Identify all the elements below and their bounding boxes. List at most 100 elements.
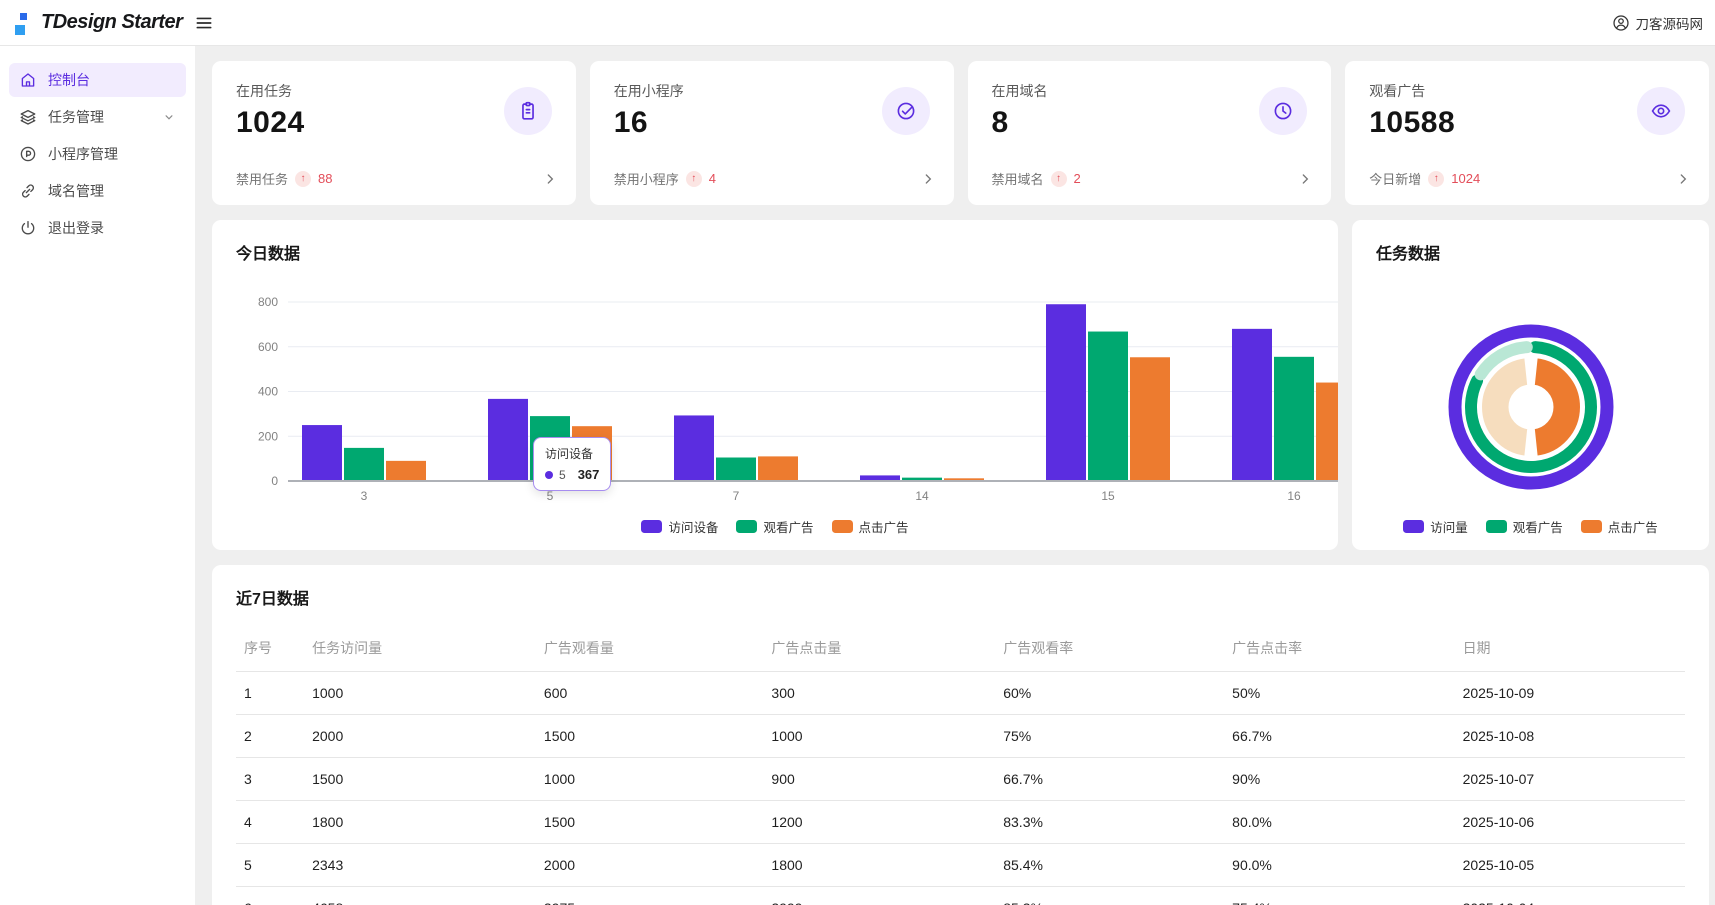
stat-value: 1024: [236, 106, 305, 139]
table-cell: 66.7%: [995, 757, 1225, 801]
data-table: 序号 任务访问量 广告观看量 广告点击量 广告观看率 广告点击率 日期 1 1000 600 30…: [236, 625, 1685, 905]
legend-item-访问量[interactable]: 访问量: [1403, 517, 1468, 536]
donut-ring-访问量[interactable]: [1448, 324, 1613, 490]
stat-footer-label: 禁用小程序: [613, 172, 679, 187]
x-axis-tick: 15: [1101, 489, 1115, 503]
stat-value: 8: [991, 106, 1009, 139]
legend-label: 点击广告: [858, 521, 909, 535]
bar-观看广告-14[interactable]: [902, 477, 942, 481]
stat-label: 在用小程序: [613, 83, 684, 99]
chevron-right-icon[interactable]: [1297, 171, 1313, 187]
sidebar-item-logout[interactable]: 退出登录: [9, 211, 186, 245]
chevron-right-icon[interactable]: [920, 171, 936, 187]
bar-点击广告-7[interactable]: [758, 456, 798, 481]
stat-footer-value: 2: [1073, 171, 1081, 186]
eye-icon: [1637, 87, 1685, 135]
table-title: 近7日数据: [236, 591, 309, 608]
legend-item-观看广告[interactable]: 观看广告: [1485, 517, 1563, 536]
y-axis-tick: 600: [258, 340, 278, 354]
table-cell: 300: [763, 671, 996, 715]
legend-item-点击广告[interactable]: 点击广告: [1580, 517, 1658, 536]
tooltip-value: 367: [577, 467, 600, 482]
logo: TDesign Starter: [0, 8, 183, 38]
table-row: 5 2343 2000 1800 85.4% 90.0% 2025-10-05: [236, 843, 1685, 887]
stat-footer-value: 1024: [1451, 171, 1481, 186]
table-cell: 2999: [763, 886, 996, 905]
table-row: 646583975299985.3%75.4%2025-10-04: [236, 886, 1685, 905]
bar-观看广告-16[interactable]: [1274, 356, 1314, 481]
app-header: TDesign Starter 刀客源码网: [0, 0, 1715, 46]
table-cell: 1000: [763, 714, 996, 758]
legend-label: 访问设备: [668, 521, 719, 535]
donut-ring-点击广告[interactable]: [1531, 355, 1583, 459]
table-cell: 1000: [304, 671, 536, 715]
clipboard-icon: [503, 87, 552, 135]
sidebar-item-miniprogram[interactable]: 小程序管理: [9, 137, 186, 171]
table-cell: 75.4%: [1224, 886, 1455, 905]
legend-item-观看广告[interactable]: 观看广告: [736, 517, 814, 536]
stat-card-active-tasks: 在用任务 1024 禁用任务 ↑ 88: [212, 61, 576, 205]
x-axis-tick: 14: [915, 489, 929, 503]
bar-观看广告-3[interactable]: [344, 447, 384, 481]
chevron-right-icon[interactable]: [542, 171, 558, 187]
user-name: 刀客源码网: [1635, 16, 1704, 32]
bar-点击广告-14[interactable]: [944, 478, 984, 481]
bar-访问设备-16[interactable]: [1232, 328, 1272, 481]
donut-ring-观看广告[interactable]: [1474, 341, 1533, 381]
table-cell: 60%: [995, 671, 1225, 715]
table-cell: 1800: [304, 800, 536, 844]
table-header-row: 序号 任务访问量 广告观看量 广告点击量 广告观看率 广告点击率 日期: [236, 625, 1685, 672]
sidebar-item-domains[interactable]: 域名管理: [9, 174, 186, 208]
tooltip-category: 5: [559, 467, 566, 482]
sidebar-item-console[interactable]: 控制台: [9, 63, 186, 97]
donut-ring-观看广告[interactable]: [1464, 341, 1597, 473]
donut-chart-svg: [1448, 324, 1613, 490]
legend-swatch: [641, 520, 663, 533]
table-cell: 66.7%: [1224, 714, 1455, 758]
trend-up-icon: ↑: [1428, 170, 1445, 187]
user-menu[interactable]: 刀客源码网: [1612, 13, 1715, 33]
legend-label: 观看广告: [1512, 521, 1563, 535]
legend-item-访问设备[interactable]: 访问设备: [641, 517, 718, 536]
main-content: 在用任务 1024 禁用任务 ↑ 88 在用小程序: [195, 46, 1715, 905]
legend-label: 访问量: [1430, 521, 1468, 535]
trend-up-icon: ↑: [685, 170, 702, 187]
bar-访问设备-14[interactable]: [860, 475, 900, 481]
today-data-card: 今日数据 0 200 400 600 800 3 5 7 14 15 16 访问设备 5 367 访…: [212, 220, 1338, 550]
chevron-right-icon[interactable]: [1675, 171, 1691, 187]
table-header-cell: 广告点击率: [1224, 625, 1455, 672]
table-cell: 1500: [304, 757, 536, 801]
bar-点击广告-16[interactable]: [1316, 382, 1338, 481]
table-cell: 1500: [535, 714, 764, 758]
bar-观看广告-7[interactable]: [716, 457, 756, 481]
table-cell: 4658: [304, 886, 536, 905]
sidebar: 控制台 任务管理 小程序管理: [0, 46, 195, 905]
bar-访问设备-3[interactable]: [302, 425, 342, 481]
bar-访问设备-5[interactable]: [488, 398, 528, 481]
table-header-cell: 日期: [1454, 625, 1685, 672]
table-header-cell: 广告观看量: [535, 625, 764, 672]
table-cell: 3975: [535, 886, 764, 905]
donut-ring-点击广告[interactable]: [1478, 355, 1530, 459]
table-cell: 2025-10-08: [1454, 714, 1685, 758]
stat-card-active-miniprograms: 在用小程序 16 禁用小程序 ↑ 4: [589, 61, 954, 205]
table-cell: 2025-10-05: [1454, 843, 1685, 887]
bar-访问设备-15[interactable]: [1046, 304, 1086, 481]
table-row: 3 1500 1000 900 66.7% 90% 2025-10-07: [236, 757, 1685, 801]
bar-点击广告-3[interactable]: [386, 460, 426, 481]
table-cell: 50%: [1224, 671, 1455, 715]
table-cell: 2025-10-04: [1454, 886, 1685, 905]
bar-访问设备-7[interactable]: [674, 415, 714, 481]
sidebar-item-tasks[interactable]: 任务管理: [9, 100, 186, 134]
legend-item-点击广告[interactable]: 点击广告: [831, 517, 909, 536]
legend-swatch: [1580, 520, 1602, 533]
x-axis-tick: 3: [361, 489, 368, 503]
bar-点击广告-15[interactable]: [1130, 357, 1170, 481]
stat-footer: 禁用任务 ↑ 88: [236, 169, 558, 188]
power-icon: [19, 219, 37, 237]
stat-value: 16: [613, 106, 649, 139]
hamburger-icon[interactable]: [194, 13, 214, 33]
bar-观看广告-15[interactable]: [1088, 331, 1128, 481]
table-cell: 85.3%: [995, 886, 1225, 905]
